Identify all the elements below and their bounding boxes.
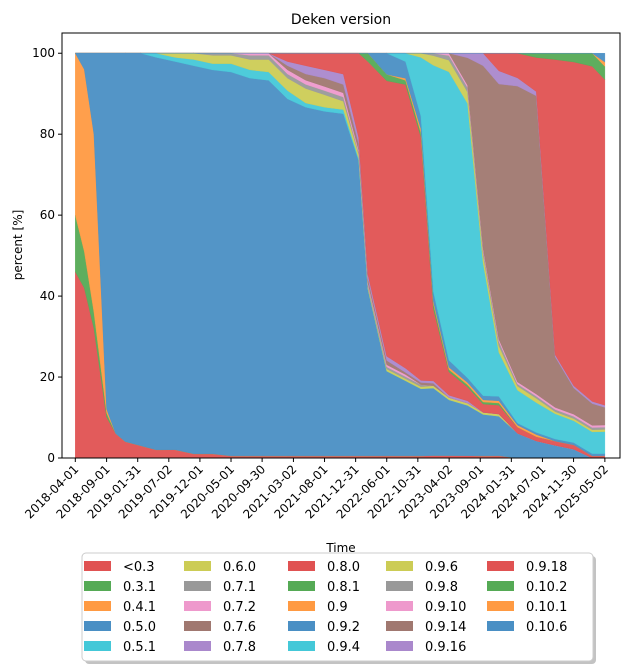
legend-swatch — [84, 641, 111, 651]
legend-label: 0.9.10 — [425, 600, 466, 615]
legend-swatch — [386, 641, 413, 651]
legend-label: 0.5.0 — [123, 620, 156, 635]
legend-label: 0.7.1 — [223, 580, 256, 595]
legend-swatch — [184, 581, 211, 591]
legend-label: 0.9.16 — [425, 640, 466, 655]
legend-label: 0.10.1 — [526, 600, 567, 615]
legend-swatch — [487, 561, 514, 571]
legend-label: 0.6.0 — [223, 560, 256, 575]
y-tick-label: 80 — [40, 127, 55, 141]
plot-frame — [61, 32, 621, 459]
x-axis: 2018-04-012018-09-012019-01-312019-07-02… — [22, 458, 611, 521]
legend-label: <0.3 — [123, 560, 155, 575]
legend-items: <0.3 0.3.1 0.4.1 0.5.0 0.5.1 0.6.0 0.7.1 0.7.2 0… — [84, 560, 567, 655]
legend-swatch — [487, 601, 514, 611]
y-tick-label: 40 — [40, 289, 55, 303]
legend-label: 0.8.0 — [327, 560, 360, 575]
legend-label: 0.9 — [327, 600, 348, 615]
area-layer — [74, 52, 606, 459]
legend-swatch — [386, 601, 413, 611]
legend-label: 0.10.6 — [526, 620, 567, 635]
legend-swatch — [84, 581, 111, 591]
legend-label: 0.7.2 — [223, 600, 256, 615]
legend-label: 0.9.6 — [425, 560, 458, 575]
legend-swatch — [184, 561, 211, 571]
legend-label: 0.9.14 — [425, 620, 466, 635]
legend-label: 0.7.8 — [223, 640, 256, 655]
legend-swatch — [386, 581, 413, 591]
legend-swatch — [288, 581, 315, 591]
legend-swatch — [184, 641, 211, 651]
legend-swatch — [386, 561, 413, 571]
legend-swatch — [288, 601, 315, 611]
legend-swatch — [84, 561, 111, 571]
y-axis-label: percent [%] — [11, 210, 25, 281]
y-tick-label: 0 — [47, 451, 55, 465]
legend-label: 0.9.18 — [526, 560, 567, 575]
area-series-24 — [75, 53, 606, 63]
legend-label: 0.10.2 — [526, 580, 567, 595]
legend-swatch — [288, 561, 315, 571]
y-tick-label: 60 — [40, 208, 55, 222]
legend-swatch — [184, 621, 211, 631]
legend-swatch — [487, 581, 514, 591]
y-axis: 0 20 40 60 80 100 — [32, 46, 62, 465]
chart-title: Deken version — [291, 12, 391, 28]
legend-swatch — [288, 621, 315, 631]
y-tick-label: 100 — [32, 46, 55, 60]
legend-label: 0.4.1 — [123, 600, 156, 615]
legend: <0.3 0.3.1 0.4.1 0.5.0 0.5.1 0.6.0 0.7.1 0.7.2 0… — [81, 552, 596, 664]
legend-swatch — [84, 621, 111, 631]
legend-swatch — [84, 601, 111, 611]
legend-swatch — [386, 621, 413, 631]
legend-label: 0.3.1 — [123, 580, 156, 595]
legend-label: 0.9.4 — [327, 640, 360, 655]
legend-label: 0.9.2 — [327, 620, 360, 635]
legend-swatch — [288, 641, 315, 651]
legend-label: 0.5.1 — [123, 640, 156, 655]
x-axis-label: Time — [325, 541, 355, 555]
legend-label: 0.7.6 — [223, 620, 256, 635]
legend-swatch — [184, 601, 211, 611]
legend-swatch — [487, 621, 514, 631]
legend-label: 0.8.1 — [327, 580, 360, 595]
y-tick-label: 20 — [40, 370, 55, 384]
legend-box — [81, 552, 594, 662]
legend-label: 0.9.8 — [425, 580, 458, 595]
